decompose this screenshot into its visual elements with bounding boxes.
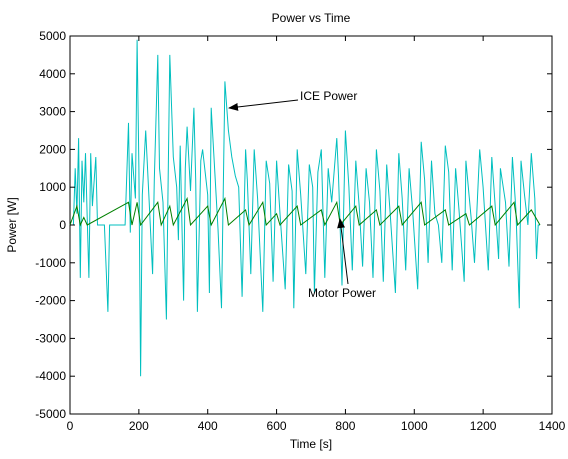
y-tick-label: -2000: [35, 294, 66, 308]
x-tick-label: 1000: [401, 419, 428, 433]
y-tick-label: -3000: [35, 331, 66, 345]
x-tick-label: 200: [129, 419, 149, 433]
y-tick-label: -5000: [35, 407, 66, 421]
x-tick-label: 1200: [470, 419, 497, 433]
y-tick-label: -1000: [35, 256, 66, 270]
x-tick-label: 0: [67, 419, 74, 433]
x-tick-label: 600: [267, 419, 287, 433]
line-series: [69, 196, 541, 227]
y-tick-label: 1000: [39, 180, 66, 194]
annotation-arrow: [228, 99, 299, 111]
y-tick-label: 5000: [39, 29, 66, 43]
annotation: ICE Power: [300, 89, 357, 103]
y-tick-label: -4000: [35, 369, 66, 383]
x-tick-label: 1400: [539, 419, 566, 433]
annotation-arrow: [337, 218, 349, 285]
y-tick-label: 4000: [39, 67, 66, 81]
y-tick-label: 3000: [39, 105, 66, 119]
y-tick-label: 0: [59, 218, 66, 232]
x-tick-label: 800: [335, 419, 355, 433]
annotation: Motor Power: [308, 286, 376, 300]
x-axis-label: Time [s]: [290, 437, 332, 451]
x-tick-label: 400: [198, 419, 218, 433]
y-axis-label: Power [W]: [5, 197, 19, 252]
chart-title: Power vs Time: [272, 11, 351, 25]
y-tick-label: 2000: [39, 142, 66, 156]
line-series: [70, 39, 540, 377]
